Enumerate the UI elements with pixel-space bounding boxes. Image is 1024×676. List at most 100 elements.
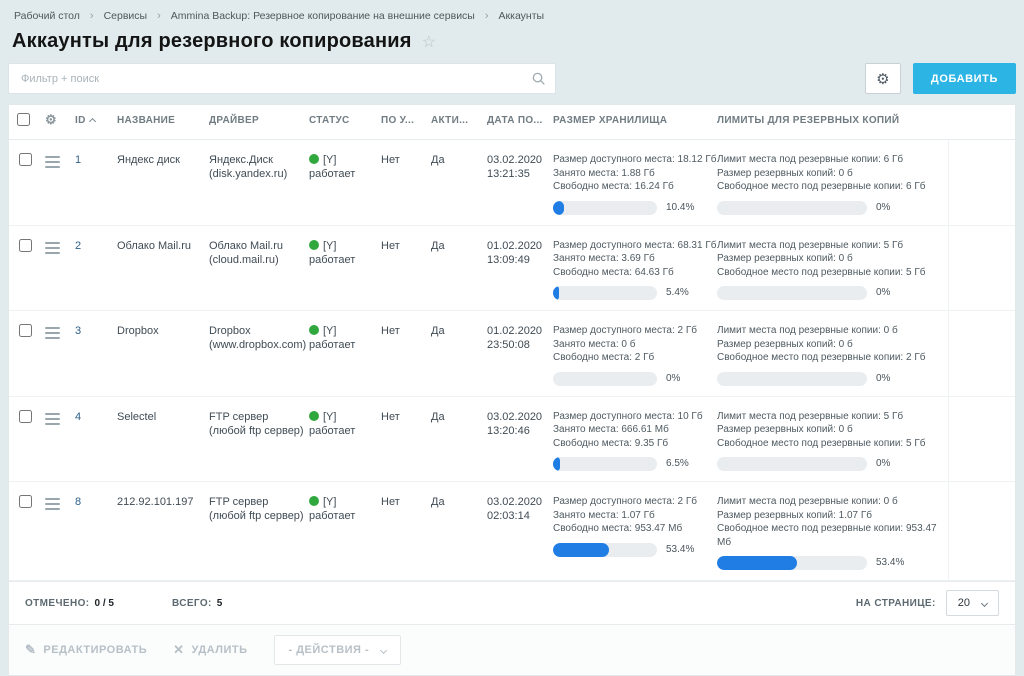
row-date: 03.02.2020 13:21:35 (487, 140, 553, 191)
breadcrumb-item-desktop[interactable]: Рабочий стол (14, 10, 80, 22)
storage-used: Занято места: 1.07 Гб (553, 509, 655, 521)
row-status-text: работает (309, 424, 356, 437)
limit-backups-size: Размер резервных копий: 0 б (717, 338, 853, 350)
page-title: Аккаунты для резервного копирования (12, 30, 412, 52)
table-row[interactable]: 4 Selectel FTP сервер (любой ftp сервер)… (9, 396, 1015, 482)
limit-quota: Лимит места под резервные копии: 0 б (717, 496, 898, 507)
row-id-link[interactable]: 4 (75, 410, 82, 423)
limit-quota: Лимит места под резервные копии: 0 б (717, 325, 898, 336)
storage-available: Размер доступного места: 68.31 Гб (553, 239, 717, 251)
row-driver-host: (любой ftp сервер) (209, 510, 304, 522)
row-checkbox[interactable] (19, 495, 32, 508)
row-driver-host: (любой ftp сервер) (209, 424, 304, 437)
row-status-text: работает (309, 253, 356, 266)
per-page-select[interactable]: 20 (945, 590, 999, 616)
grid-footer: ОТМЕЧЕНО: 0 / 5 ВСЕГО: 5 НА СТРАНИЦЕ: 20 (9, 581, 1015, 624)
limit-backups-size: Размер резервных копий: 0 б (717, 253, 853, 264)
breadcrumb: Рабочий стол › Сервисы › Ammina Backup: … (8, 6, 1016, 30)
column-header-status[interactable]: СТАТУС (309, 115, 350, 126)
edit-button[interactable]: ✎ РЕДАКТИРОВАТЬ (25, 642, 148, 657)
limits-progress-bar (717, 556, 867, 570)
row-menu-icon[interactable] (45, 324, 60, 339)
row-checkbox[interactable] (19, 238, 32, 252)
settings-button[interactable]: ⚙ (864, 63, 901, 94)
row-limits: Лимит места под резервные копии: 6 Гб Ра… (717, 140, 949, 225)
row-menu-cell (45, 397, 75, 435)
limit-free: Свободное место под резервные копии: 6 Г… (717, 181, 926, 192)
row-checkbox-cell (17, 397, 45, 437)
column-header-name[interactable]: НАЗВАНИЕ (117, 115, 176, 126)
row-storage: Размер доступного места: 68.31 Гб Занято… (553, 226, 717, 311)
row-menu-icon[interactable] (45, 153, 60, 168)
row-driver: FTP сервер (любой ftp сервер) (209, 482, 309, 533)
add-button[interactable]: ДОБАВИТЬ (912, 63, 1016, 94)
row-checkbox[interactable] (19, 409, 32, 423)
table-row[interactable]: 3 Dropbox Dropbox (www.dropbox.com) [Y] … (9, 311, 1015, 397)
storage-used: Занято места: 3.69 Гб (553, 253, 655, 264)
row-status-text: работает (309, 510, 356, 522)
breadcrumb-item-services[interactable]: Сервисы (103, 10, 148, 22)
status-dot-icon (309, 325, 319, 335)
total-label: ВСЕГО: (171, 597, 212, 609)
grid-body: 1 Яндекс диск Яндекс.Диск (disk.yandex.r… (9, 140, 1015, 581)
column-header-limits[interactable]: ЛИМИТЫ ДЛЯ РЕЗЕРВНЫХ КОПИЙ (717, 115, 900, 126)
row-menu-icon[interactable] (45, 239, 60, 254)
row-driver-host: (cloud.mail.ru) (209, 253, 279, 266)
row-id-link[interactable]: 2 (75, 239, 82, 252)
row-date: 01.02.2020 23:50:08 (487, 311, 553, 362)
row-checkbox[interactable] (19, 153, 32, 166)
row-driver: Dropbox (www.dropbox.com) (209, 311, 309, 362)
table-row[interactable]: 1 Яндекс диск Яндекс.Диск (disk.yandex.r… (9, 140, 1015, 226)
filter-search-input[interactable] (8, 63, 556, 94)
row-menu-icon[interactable] (45, 410, 60, 425)
action-bar: ✎ РЕДАКТИРОВАТЬ ✕ УДАЛИТЬ - ДЕЙСТВИЯ - (9, 624, 1015, 675)
column-header-id[interactable]: ID (75, 105, 117, 136)
storage-used: Занято места: 666.61 Мб (553, 424, 669, 435)
column-header-date[interactable]: ДАТА ПО... (487, 115, 543, 126)
column-header-active[interactable]: АКТИ... (431, 115, 469, 126)
title-row: Аккаунты для резервного копирования ☆ (8, 30, 1016, 63)
table-row[interactable]: 8 212.92.101.197 FTP сервер (любой ftp с… (9, 482, 1015, 581)
row-status-text: работает (309, 339, 356, 351)
row-id-link[interactable]: 1 (75, 154, 82, 166)
row-active: Да (431, 325, 445, 337)
row-id-link[interactable]: 8 (75, 496, 82, 508)
table-row[interactable]: 2 Облако Mail.ru Облако Mail.ru (cloud.m… (9, 225, 1015, 311)
breadcrumb-item-ammina-backup[interactable]: Ammina Backup: Резервное копирование на … (170, 10, 475, 22)
per-page-label: НА СТРАНИЦЕ: (855, 597, 936, 609)
actions-dropdown[interactable]: - ДЕЙСТВИЯ - (273, 635, 402, 665)
breadcrumb-item-accounts: Аккаунты (498, 10, 545, 22)
row-date-time: 23:50:08 (487, 339, 530, 351)
column-header-storage[interactable]: РАЗМЕР ХРАНИЛИЩА (553, 115, 668, 126)
gear-icon: ⚙ (876, 70, 890, 88)
column-header-default[interactable]: ПО У... (381, 115, 415, 126)
checked-value: 0 / 5 (94, 597, 114, 609)
row-menu-icon[interactable] (45, 495, 60, 510)
row-checkbox[interactable] (19, 324, 32, 337)
row-status-code: [Y] (323, 239, 337, 252)
select-all-checkbox[interactable] (17, 113, 30, 126)
row-status: [Y] работает (309, 226, 381, 277)
row-name: Облако Mail.ru (117, 239, 192, 252)
grid-settings-gear-icon[interactable]: ⚙ (45, 112, 57, 127)
row-driver-title: FTP сервер (209, 496, 269, 508)
row-limits: Лимит места под резервные копии: 0 б Раз… (717, 482, 949, 580)
storage-used: Занято места: 1.88 Гб (553, 167, 655, 179)
storage-progress-bar (553, 457, 657, 471)
row-status: [Y] работает (309, 140, 381, 191)
favorite-star-icon[interactable]: ☆ (421, 33, 436, 51)
toolbar: ⚙ ДОБАВИТЬ (8, 63, 1016, 94)
delete-button[interactable]: ✕ УДАЛИТЬ (173, 642, 248, 657)
limits-progress-label: 0% (876, 287, 891, 298)
select-all-cell (17, 105, 45, 139)
column-header-driver[interactable]: ДРАЙВЕР (209, 115, 259, 126)
checked-label: ОТМЕЧЕНО: (25, 597, 90, 609)
search-icon[interactable] (531, 71, 546, 91)
row-id-link[interactable]: 3 (75, 325, 82, 337)
row-date-time: 13:21:35 (487, 168, 530, 180)
storage-progress-bar (553, 371, 657, 386)
filter-search[interactable] (8, 63, 556, 94)
row-menu-cell (45, 226, 75, 264)
status-dot-icon (309, 154, 319, 164)
row-driver-title: FTP сервер (209, 410, 269, 423)
